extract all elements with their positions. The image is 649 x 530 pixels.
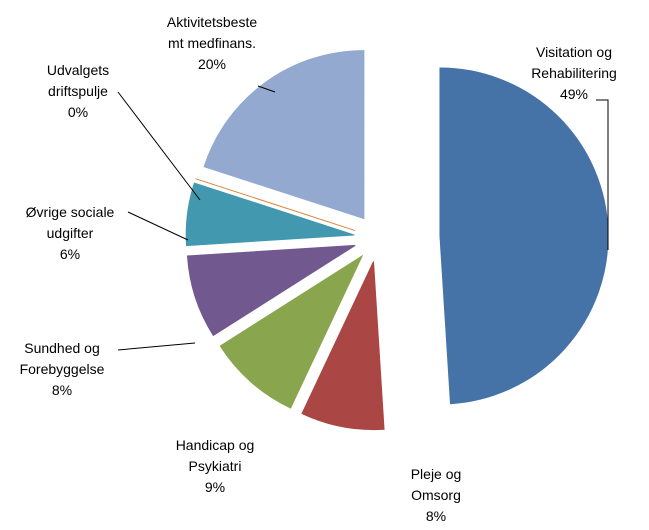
category-label: Øvrige sociale udgifter — [25, 204, 115, 241]
leader-line — [117, 91, 201, 201]
leader-line — [257, 85, 276, 93]
leader-line — [117, 342, 196, 351]
slice-label: Handicap og Psykiatri 9% — [165, 435, 265, 498]
pie-slice — [439, 67, 609, 405]
pie-slice — [301, 261, 385, 431]
value-label: 0% — [67, 104, 89, 120]
slice-label: Visitation og Rehabilitering 49% — [519, 42, 629, 105]
category-label: Pleje og Omsorg — [410, 466, 462, 503]
pie-slice — [195, 178, 356, 232]
pie-slice — [203, 50, 365, 220]
value-label: 9% — [204, 479, 226, 495]
leader-line — [127, 211, 189, 241]
slice-label: Aktivitetsbestemt medfinans. 20% — [165, 12, 260, 75]
value-label: 6% — [59, 246, 81, 262]
category-label: Sundhed og Forebyggelse — [19, 340, 105, 377]
slice-label: Pleje og Omsorg 8% — [401, 464, 471, 527]
value-label: 20% — [197, 56, 227, 72]
pie-slice — [186, 244, 356, 337]
pie-slice — [219, 254, 364, 409]
leader-line — [596, 99, 609, 250]
category-label: Visitation og Rehabilitering — [531, 44, 617, 81]
value-label: 8% — [425, 508, 447, 524]
slice-label: Udvalgets driftspulje 0% — [33, 60, 123, 123]
value-label: 8% — [51, 382, 73, 398]
category-label: Udvalgets driftspulje — [46, 62, 110, 99]
pie-slice — [185, 182, 355, 247]
category-label: Aktivitetsbestemt medfinans. — [166, 14, 258, 51]
slice-label: Øvrige sociale udgifter 6% — [5, 202, 135, 265]
category-label: Handicap og Psykiatri — [175, 437, 255, 474]
value-label: 49% — [559, 86, 589, 102]
slice-label: Sundhed og Forebyggelse 8% — [7, 338, 117, 401]
